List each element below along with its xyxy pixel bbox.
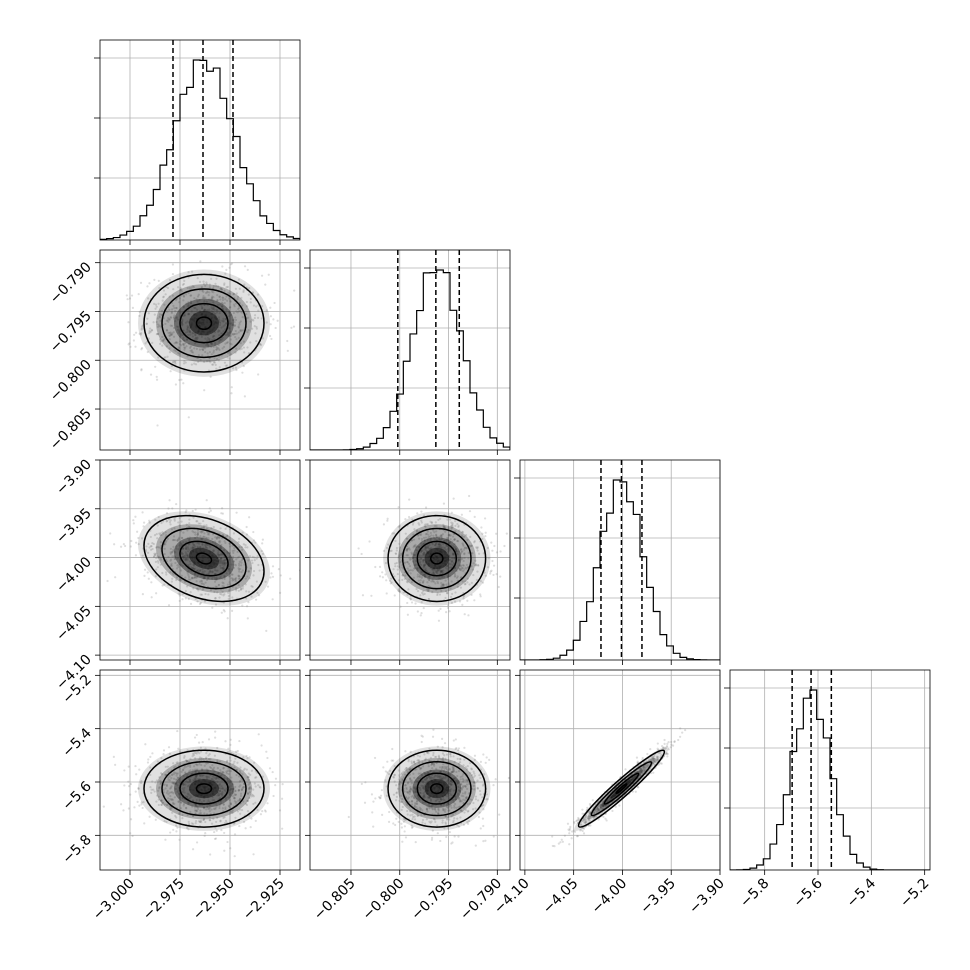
y-tick-label: −0.790 bbox=[47, 259, 95, 307]
density-level bbox=[599, 769, 643, 808]
x-tick-label: −3.000 bbox=[90, 876, 138, 924]
x-tick-label: −2.925 bbox=[240, 876, 288, 924]
contour-line bbox=[195, 783, 213, 795]
density-level bbox=[174, 298, 234, 348]
density-level bbox=[397, 524, 476, 593]
x-tick-label: −4.05 bbox=[540, 876, 582, 918]
x-tick-label: −3.90 bbox=[686, 876, 728, 918]
panel-3-0: −3.000 −2.975 −2.950 −2.925−5.8−5.6−5.4−5.2 bbox=[59, 669, 301, 924]
y-tick-label: −5.8 bbox=[59, 832, 94, 867]
y-tick-label: −5.4 bbox=[59, 725, 94, 760]
axes-frame bbox=[729, 669, 931, 871]
density-level bbox=[174, 769, 234, 808]
contour-line bbox=[590, 761, 653, 817]
contour-line bbox=[401, 761, 472, 817]
axes-frame bbox=[309, 249, 511, 451]
x-tick-label: −0.800 bbox=[360, 876, 408, 924]
density-level bbox=[174, 537, 235, 580]
axes-frame bbox=[309, 669, 511, 871]
contour-line bbox=[387, 514, 487, 603]
x-tick-label: −4.00 bbox=[589, 876, 631, 918]
x-tick-label: −0.795 bbox=[408, 876, 456, 924]
x-tick-label: −3.95 bbox=[637, 876, 679, 918]
y-tick-label: −0.795 bbox=[47, 308, 95, 356]
contour-line bbox=[429, 783, 444, 795]
panel-1-1 bbox=[304, 249, 511, 455]
density-level bbox=[156, 757, 252, 820]
panel-2-0: −4.10−4.05−4.00−3.95−3.90 bbox=[53, 457, 301, 693]
contour-line bbox=[179, 540, 229, 577]
density-level bbox=[156, 524, 253, 593]
density-level bbox=[397, 757, 476, 820]
panel-2-1 bbox=[305, 459, 511, 665]
panel-3-3: −5.8 −5.6 −5.4 −5.2 bbox=[724, 669, 932, 911]
panel-1-0: −0.805−0.800−0.795−0.790 bbox=[47, 249, 301, 455]
density-level bbox=[412, 537, 462, 580]
density-level bbox=[189, 310, 219, 336]
x-tick-label: −5.8 bbox=[737, 876, 772, 911]
contour-line bbox=[161, 288, 247, 359]
axes-frame bbox=[99, 669, 301, 871]
panel-3-1: −0.805 −0.800 −0.795 −0.790 bbox=[305, 669, 511, 924]
x-tick-label: −5.4 bbox=[844, 875, 879, 910]
contour-line bbox=[429, 552, 444, 565]
density-level bbox=[138, 269, 270, 377]
density-level bbox=[412, 769, 462, 808]
y-tick-label: −3.90 bbox=[53, 457, 95, 499]
contour-line bbox=[179, 772, 229, 805]
x-tick-label: −5.6 bbox=[790, 875, 825, 910]
y-tick-label: −5.6 bbox=[59, 778, 94, 813]
density-level bbox=[138, 511, 271, 606]
axes-frame bbox=[309, 459, 511, 661]
y-tick-label: −3.95 bbox=[53, 505, 95, 547]
density-level bbox=[574, 746, 669, 831]
density-level bbox=[138, 746, 270, 831]
axes-frame bbox=[99, 39, 301, 241]
density-level bbox=[424, 779, 450, 799]
axes-frame bbox=[519, 459, 721, 661]
histogram-1 bbox=[310, 269, 510, 450]
contour-line bbox=[603, 772, 640, 805]
contour-line bbox=[615, 783, 628, 795]
contour-line bbox=[161, 761, 247, 817]
histogram-0 bbox=[100, 59, 300, 240]
axes-frame bbox=[99, 459, 301, 661]
contour-line bbox=[416, 772, 458, 805]
panel-2-2 bbox=[514, 459, 721, 665]
density-level bbox=[383, 746, 491, 831]
contour-line bbox=[143, 514, 265, 603]
x-tick-label: −2.975 bbox=[140, 876, 188, 924]
x-tick-label: −2.950 bbox=[190, 876, 238, 924]
contour-line bbox=[179, 302, 229, 344]
contour-line bbox=[416, 540, 458, 577]
x-tick-label: −5.2 bbox=[897, 876, 932, 911]
density-level bbox=[156, 284, 252, 363]
panel-3-2: −4.10 −4.05 −4.00 −3.95 −3.90 bbox=[491, 669, 728, 918]
histogram-3 bbox=[730, 689, 930, 870]
contour-line bbox=[195, 552, 213, 565]
contour-line bbox=[401, 527, 472, 590]
density-level bbox=[188, 547, 219, 570]
panel-0-0 bbox=[94, 39, 301, 245]
contour-line bbox=[195, 316, 213, 331]
contour-line bbox=[577, 749, 666, 828]
y-tick-label: −4.05 bbox=[53, 603, 95, 645]
y-tick-label: −4.00 bbox=[53, 554, 95, 596]
y-tick-label: −0.800 bbox=[47, 357, 95, 405]
density-level bbox=[189, 779, 219, 799]
histogram-2 bbox=[520, 479, 720, 660]
axes-frame bbox=[99, 249, 301, 451]
contour-line bbox=[143, 273, 265, 373]
density-level bbox=[383, 511, 491, 606]
contour-line bbox=[387, 749, 487, 828]
scatter-points bbox=[106, 499, 300, 632]
contour-line bbox=[143, 749, 265, 828]
y-tick-label: −0.805 bbox=[47, 406, 95, 454]
axes-frame bbox=[519, 669, 721, 871]
x-tick-label: −0.805 bbox=[311, 876, 359, 924]
density-level bbox=[424, 547, 450, 570]
contour-line bbox=[161, 527, 247, 590]
